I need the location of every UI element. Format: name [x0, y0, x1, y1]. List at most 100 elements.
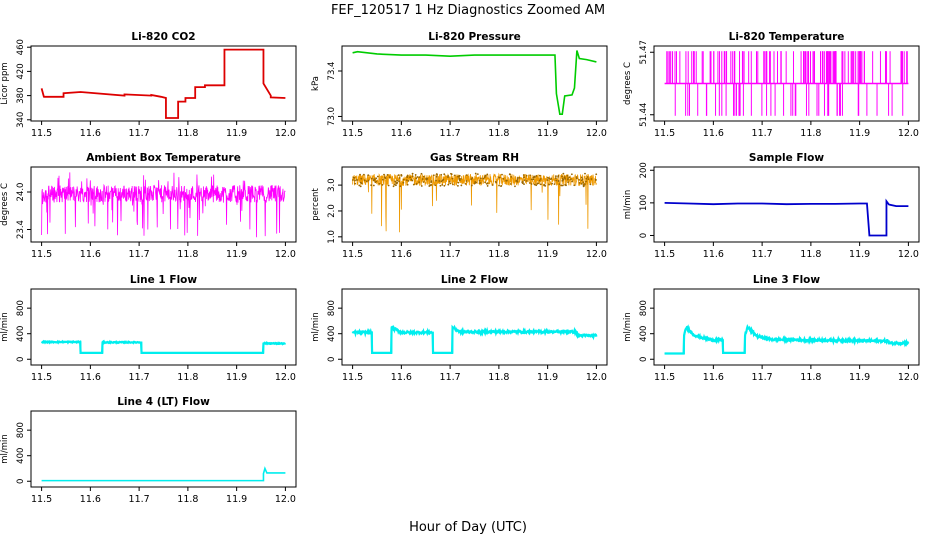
series-point	[480, 177, 482, 180]
series-point	[557, 174, 560, 177]
series-point	[457, 175, 460, 178]
series-point	[530, 183, 533, 185]
series-point	[434, 184, 437, 187]
series-point	[566, 174, 569, 177]
x-tick-label: 11.5	[31, 249, 52, 260]
plot-frame	[341, 288, 608, 366]
x-tick-label: 11.7	[129, 494, 150, 505]
series-point	[568, 176, 571, 179]
series-point	[448, 180, 451, 183]
series-point	[443, 173, 446, 176]
series-point	[532, 178, 535, 181]
series-point	[383, 173, 385, 176]
y-axis-label: degrees C	[623, 62, 633, 105]
chart-title: Sample Flow	[749, 152, 824, 164]
data-area	[41, 466, 286, 482]
chart-title: Li-820 Pressure	[428, 31, 521, 43]
chart-panel-licortemp: Li-820 Temperature degrees C 11.5 11.6 11.7 1…	[623, 31, 920, 139]
series-point	[474, 172, 477, 175]
chart-title: Line 4 (LT) Flow	[117, 396, 210, 408]
y-axis-label: ml/min	[0, 312, 10, 342]
series-point	[367, 179, 370, 182]
chart-panel-line2: Line 2 Flow ml/min 11.5 11.6 11.7 11.8 11.9 12.…	[311, 274, 608, 383]
series-point	[516, 177, 519, 179]
x-tick-label: 11.9	[849, 372, 870, 383]
series-point	[370, 177, 373, 180]
series-point	[399, 185, 402, 188]
data-area	[40, 339, 287, 354]
series-point	[352, 176, 355, 179]
x-tick-label: 11.9	[537, 128, 558, 139]
x-tick-label: 11.9	[537, 249, 558, 260]
series-point	[581, 178, 584, 181]
series-point	[555, 177, 557, 180]
series-point	[560, 184, 563, 187]
chart-panel-rh: Gas Stream RH percent 11.5 11.6 11.7 11.8 11.9…	[311, 152, 608, 260]
chart-title: Ambient Box Temperature	[86, 152, 241, 164]
series-point	[411, 175, 414, 178]
series-point	[447, 174, 449, 177]
series-point	[381, 178, 384, 181]
y-tick-label: 400	[16, 326, 26, 342]
series-point	[570, 173, 573, 176]
series-point	[425, 177, 428, 180]
x-tick-label: 11.5	[342, 249, 363, 260]
series-point	[590, 178, 593, 180]
y-tick-label: 400	[639, 326, 649, 342]
y-axis-label: percent	[311, 188, 321, 221]
series-point	[359, 173, 361, 176]
y-tick-label: 420	[16, 63, 26, 79]
x-tick-label: 11.8	[177, 249, 198, 260]
series-point	[553, 183, 556, 186]
series-point	[409, 176, 411, 179]
x-tick-label: 11.8	[177, 372, 198, 383]
series-point	[460, 184, 463, 187]
y-axis-label: degrees C	[0, 183, 10, 226]
series-point	[440, 173, 443, 176]
series-point	[500, 185, 502, 188]
series-point	[418, 181, 421, 183]
x-tick-label: 11.7	[129, 249, 150, 260]
series-point	[439, 184, 442, 187]
chart-panel-line4: Line 4 (LT) Flow ml/min 11.5 11.6 11.7 11.8 11…	[0, 396, 297, 505]
y-tick-label: 800	[327, 300, 337, 316]
series-point	[522, 174, 525, 176]
series-point	[438, 180, 441, 182]
series-point	[394, 180, 397, 183]
chart-panel-ambient: Ambient Box Temperature degrees C 11.5 11.6…	[0, 152, 297, 260]
chart-panel-sampleflow: Sample Flow ml/min 11.5 11.6 11.7 11.8 11.9 12.…	[623, 152, 920, 260]
series-point	[441, 183, 444, 186]
series-point	[571, 180, 573, 183]
series-point	[375, 177, 378, 180]
series-point	[582, 185, 585, 188]
series-point	[443, 184, 446, 187]
y-tick-label: 800	[16, 422, 26, 438]
y-tick-label: 460	[16, 39, 26, 55]
series-point	[567, 181, 569, 184]
y-axis-label: ml/min	[623, 312, 633, 342]
series-line	[41, 341, 286, 354]
panels-group: Li-820 CO2 Licor ppm 11.5 11.6 11.7 11.8 11.9 1…	[0, 31, 920, 505]
series-point	[486, 173, 489, 176]
series-point	[548, 183, 550, 186]
series-point	[495, 181, 498, 184]
series-line	[664, 198, 909, 237]
series-point	[402, 178, 405, 181]
chart-title: Line 1 Flow	[130, 274, 197, 286]
plot-frame	[30, 410, 297, 488]
series-point	[372, 184, 375, 187]
data-area	[664, 51, 909, 116]
series-point	[474, 182, 476, 185]
x-tick-label: 11.5	[31, 128, 52, 139]
y-axis-label: Licor ppm	[0, 62, 10, 104]
plot-frame	[653, 45, 920, 122]
x-tick-label: 11.7	[129, 372, 150, 383]
x-tick-label: 11.7	[752, 128, 773, 139]
data-area	[664, 324, 910, 355]
series-point	[367, 174, 370, 177]
x-tick-label: 11.9	[226, 494, 247, 505]
series-point	[558, 183, 561, 185]
series-point	[386, 174, 389, 176]
series-point	[395, 182, 397, 184]
series-point	[457, 184, 459, 187]
